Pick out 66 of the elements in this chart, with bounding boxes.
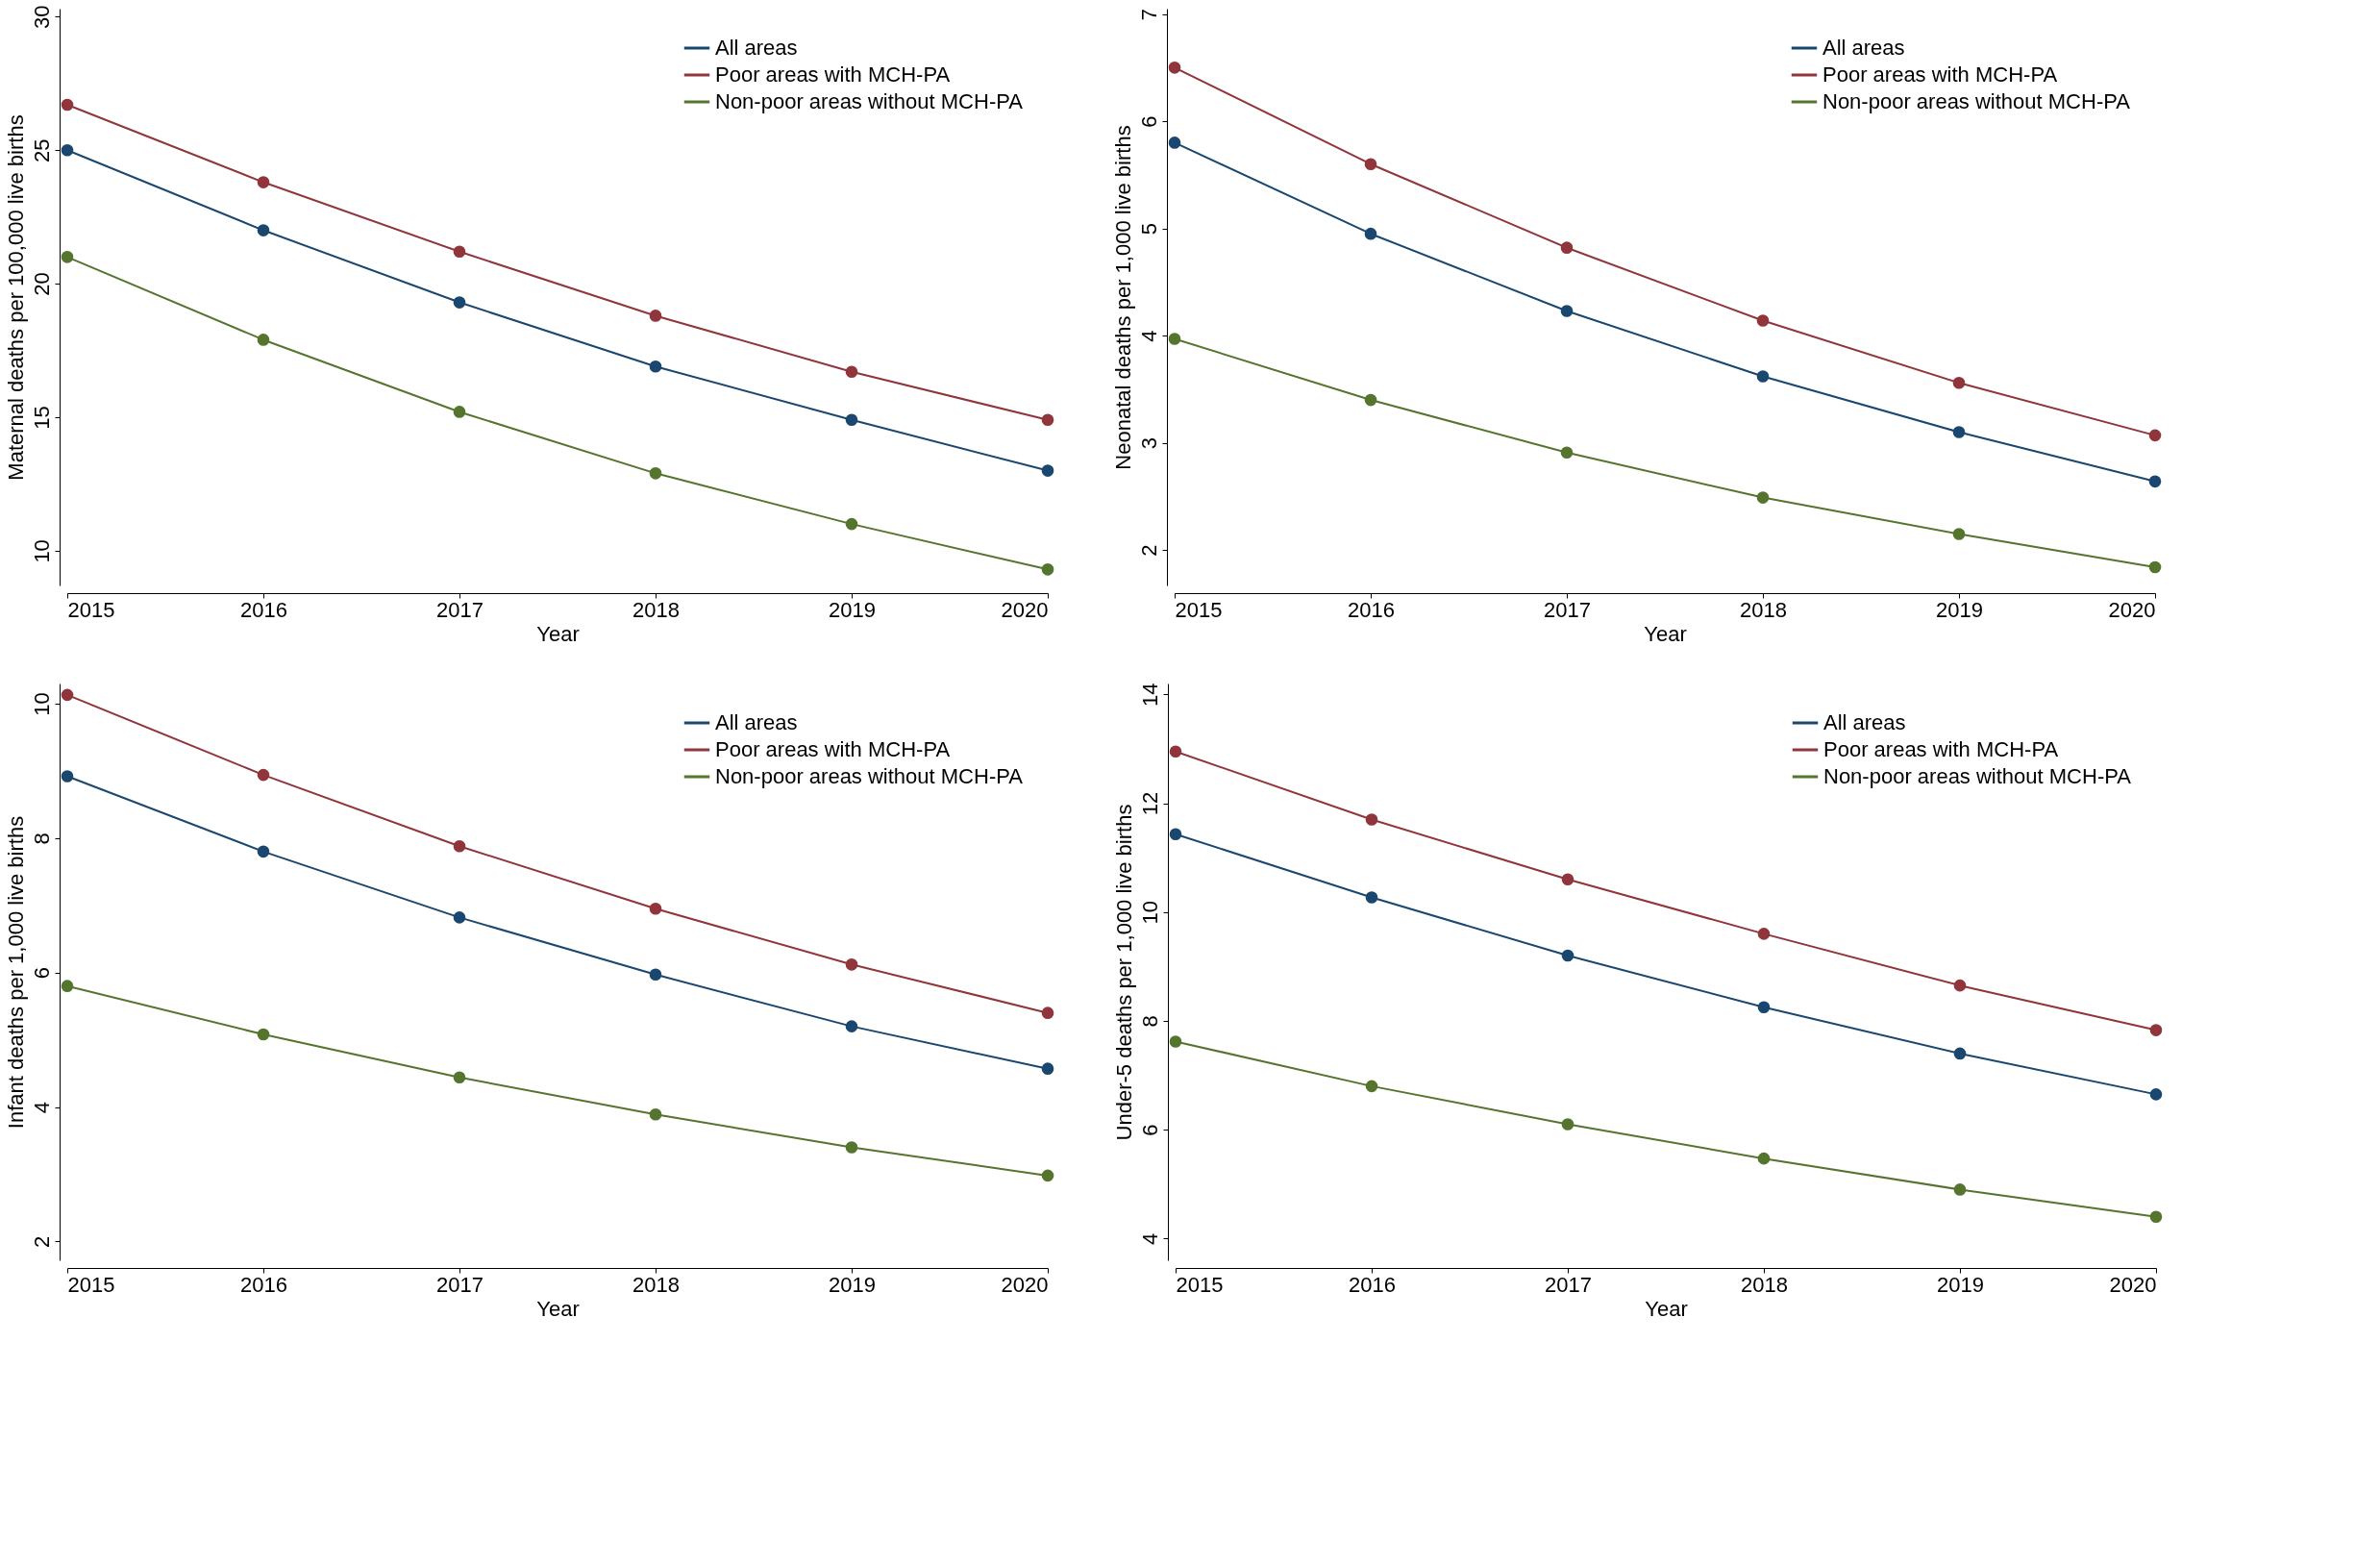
legend-label: Poor areas with MCH-PA — [715, 62, 951, 87]
y-tick-label: 12 — [1137, 791, 1162, 816]
y-tick-label: 15 — [29, 406, 54, 430]
y-axis-title: Neonatal deaths per 1,000 live births — [1110, 125, 1135, 470]
x-tick-label: 2017 — [1545, 1272, 1592, 1297]
y-tick-label: 2 — [1136, 544, 1161, 557]
legend-label: Non-poor areas without MCH-PA — [1822, 89, 2131, 113]
y-axis-title: Infant deaths per 1,000 live births — [3, 815, 28, 1130]
x-tick-label: 2016 — [240, 1272, 287, 1297]
y-tick-label: 8 — [1137, 1015, 1162, 1028]
x-tick-label: 2015 — [67, 597, 115, 622]
x-tick-label: 2019 — [1936, 597, 1983, 622]
x-tick-label: 2016 — [1349, 1272, 1396, 1297]
legend-label: Non-poor areas without MCH-PA — [715, 764, 1024, 788]
y-tick-label: 20 — [29, 272, 54, 296]
x-tick-label: 2019 — [829, 1272, 876, 1297]
y-tick-label: 5 — [1136, 223, 1161, 236]
y-tick-label: 14 — [1137, 683, 1162, 708]
x-tick-label: 2015 — [67, 1272, 115, 1297]
y-tick-label: 4 — [29, 1101, 54, 1114]
x-tick-label: 2020 — [2109, 1272, 2157, 1297]
legend-label: All areas — [715, 710, 798, 734]
legend-label: All areas — [715, 36, 798, 60]
legend-label: Poor areas with MCH-PA — [1823, 737, 2059, 761]
y-tick-label: 6 — [29, 967, 54, 980]
y-axis-title: Maternal deaths per 100,000 live births — [3, 114, 28, 481]
y-tick-label: 2 — [29, 1235, 54, 1249]
legend-label: Non-poor areas without MCH-PA — [715, 89, 1024, 113]
x-tick-label: 2017 — [436, 1272, 483, 1297]
y-tick-label: 4 — [1136, 330, 1161, 342]
legend-label: All areas — [1823, 710, 1906, 734]
y-tick-label: 6 — [1137, 1124, 1162, 1136]
y-tick-label: 30 — [29, 5, 54, 30]
y-tick-label: 10 — [1137, 900, 1162, 925]
x-axis-title: Year — [536, 1296, 580, 1321]
y-tick-label: 25 — [29, 138, 54, 162]
x-tick-label: 2020 — [1001, 1272, 1049, 1297]
x-tick-label: 2019 — [829, 597, 876, 622]
y-tick-label: 10 — [29, 539, 54, 563]
y-tick-label: 8 — [29, 833, 54, 845]
x-tick-label: 2019 — [1937, 1272, 1984, 1297]
x-tick-label: 2018 — [1741, 1272, 1788, 1297]
x-tick-label: 2015 — [1175, 597, 1223, 622]
legend-label: Poor areas with MCH-PA — [715, 737, 951, 761]
x-tick-label: 2015 — [1176, 1272, 1224, 1297]
x-tick-label: 2018 — [1740, 597, 1787, 622]
y-tick-label: 4 — [1137, 1232, 1162, 1245]
x-tick-label: 2020 — [1001, 597, 1049, 622]
x-tick-label: 2017 — [1544, 597, 1591, 622]
x-tick-label: 2018 — [632, 597, 680, 622]
y-tick-label: 10 — [29, 692, 54, 716]
legend-label: All areas — [1822, 36, 1905, 60]
y-axis-title: Under-5 deaths per 1,000 live births — [1111, 804, 1136, 1141]
x-tick-label: 2016 — [1348, 597, 1395, 622]
x-tick-label: 2017 — [436, 597, 483, 622]
legend-label: Non-poor areas without MCH-PA — [1823, 764, 2132, 788]
x-tick-label: 2020 — [2108, 597, 2156, 622]
y-tick-label: 3 — [1136, 437, 1161, 450]
x-tick-label: 2016 — [240, 597, 287, 622]
y-tick-label: 7 — [1136, 8, 1161, 21]
x-axis-title: Year — [1644, 621, 1687, 646]
legend-label: Poor areas with MCH-PA — [1822, 62, 2058, 87]
x-tick-label: 2018 — [632, 1272, 680, 1297]
x-axis-title: Year — [1645, 1296, 1688, 1321]
x-axis-title: Year — [536, 621, 580, 646]
y-tick-label: 6 — [1136, 115, 1161, 128]
